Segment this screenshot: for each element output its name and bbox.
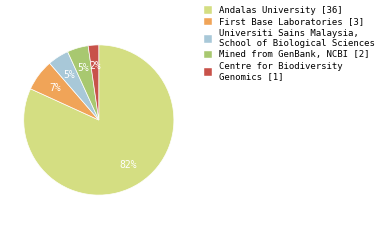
Legend: Andalas University [36], First Base Laboratories [3], Universiti Sains Malaysia,: Andalas University [36], First Base Labo…: [202, 5, 380, 83]
Wedge shape: [30, 63, 99, 120]
Wedge shape: [88, 45, 99, 120]
Text: 5%: 5%: [78, 63, 89, 73]
Text: 7%: 7%: [50, 83, 62, 93]
Wedge shape: [68, 46, 99, 120]
Text: 82%: 82%: [119, 161, 137, 170]
Text: 5%: 5%: [64, 70, 76, 79]
Wedge shape: [50, 52, 99, 120]
Text: 2%: 2%: [89, 61, 101, 71]
Wedge shape: [24, 45, 174, 195]
